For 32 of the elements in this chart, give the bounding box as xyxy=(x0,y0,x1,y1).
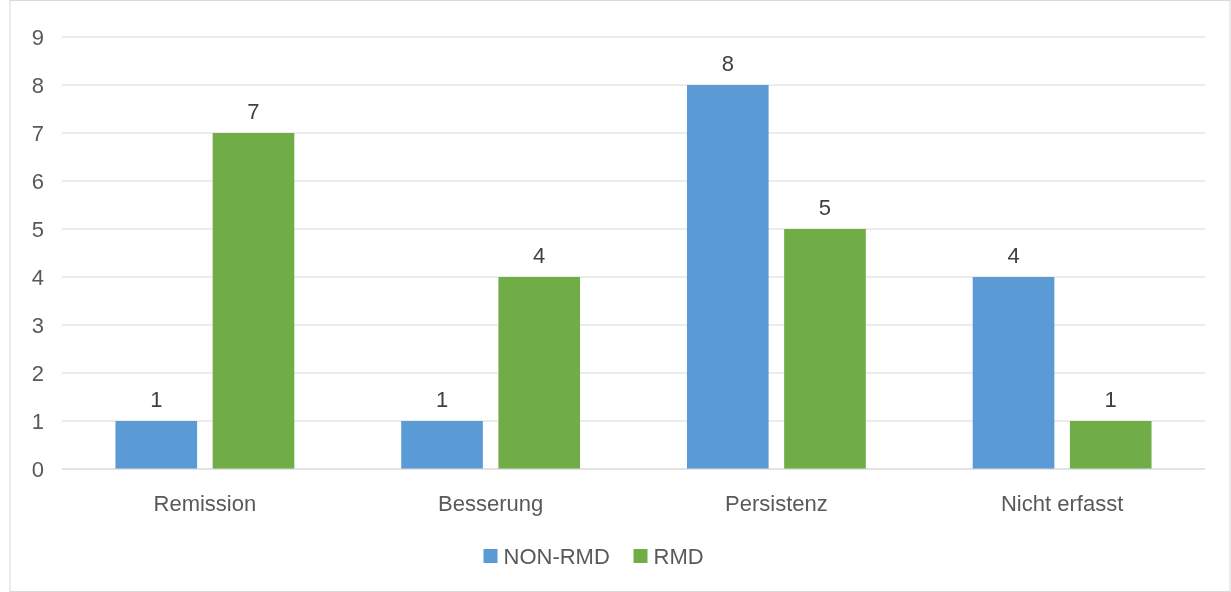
data-label: 1 xyxy=(435,387,449,412)
bar xyxy=(972,277,1055,469)
y-tick-label: 1 xyxy=(31,408,44,434)
data-label: 8 xyxy=(721,51,734,76)
x-tick-label: Remission xyxy=(153,491,257,516)
y-tick-label: 5 xyxy=(31,216,44,242)
y-tick-label: 9 xyxy=(31,24,44,50)
data-label: 7 xyxy=(247,99,260,124)
bar xyxy=(784,229,866,469)
legend-label: NON-RMD xyxy=(503,543,610,569)
y-tick-label: 4 xyxy=(31,264,44,290)
x-tick-label: Nicht erfasst xyxy=(1000,491,1124,516)
bar xyxy=(498,277,581,469)
data-label: 1 xyxy=(1104,387,1117,412)
legend-label: RMD xyxy=(653,543,704,569)
data-label: 5 xyxy=(818,195,832,220)
data-label: 4 xyxy=(1007,243,1020,268)
x-tick-label: Persistenz xyxy=(725,491,828,516)
bar xyxy=(686,85,769,469)
y-tick-label: 8 xyxy=(31,72,44,98)
y-tick-label: 0 xyxy=(31,456,44,482)
bar xyxy=(115,421,198,469)
bar xyxy=(212,133,295,469)
bar xyxy=(1069,421,1152,469)
y-tick-label: 3 xyxy=(31,312,44,338)
data-label: 1 xyxy=(150,387,163,412)
bar xyxy=(401,421,483,469)
data-label: 4 xyxy=(533,243,546,268)
y-tick-label: 7 xyxy=(31,120,44,146)
y-tick-label: 2 xyxy=(31,360,44,386)
x-tick-label: Besserung xyxy=(438,491,544,516)
y-tick-label: 6 xyxy=(31,168,44,194)
